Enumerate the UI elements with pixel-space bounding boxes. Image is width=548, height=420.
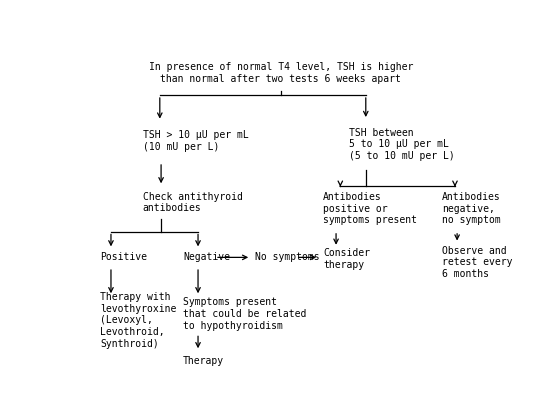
Text: Consider
therapy: Consider therapy [323, 248, 370, 270]
Text: Positive: Positive [100, 252, 147, 262]
Text: In presence of normal T4 level, TSH is higher
than normal after two tests 6 week: In presence of normal T4 level, TSH is h… [149, 62, 413, 84]
Text: Symptoms present
that could be related
to hypothyroidism: Symptoms present that could be related t… [183, 297, 306, 331]
Text: Check antithyroid
antibodies: Check antithyroid antibodies [143, 192, 243, 213]
Text: No symptoms: No symptoms [255, 252, 320, 262]
Text: TSH > 10 μU per mL
(10 mU per L): TSH > 10 μU per mL (10 mU per L) [143, 130, 249, 152]
Text: TSH between
5 to 10 μU per mL
(5 to 10 mU per L): TSH between 5 to 10 μU per mL (5 to 10 m… [349, 128, 454, 161]
Text: Antibodies
positive or
symptoms present: Antibodies positive or symptoms present [323, 192, 418, 226]
Text: Antibodies
negative,
no symptom: Antibodies negative, no symptom [442, 192, 501, 226]
Text: Therapy: Therapy [183, 356, 224, 366]
Text: Observe and
retest every
6 months: Observe and retest every 6 months [442, 246, 513, 279]
Text: Negative: Negative [183, 252, 230, 262]
Text: Therapy with
levothyroxine
(Levoxyl,
Levothroid,
Synthroid): Therapy with levothyroxine (Levoxyl, Lev… [100, 292, 176, 349]
